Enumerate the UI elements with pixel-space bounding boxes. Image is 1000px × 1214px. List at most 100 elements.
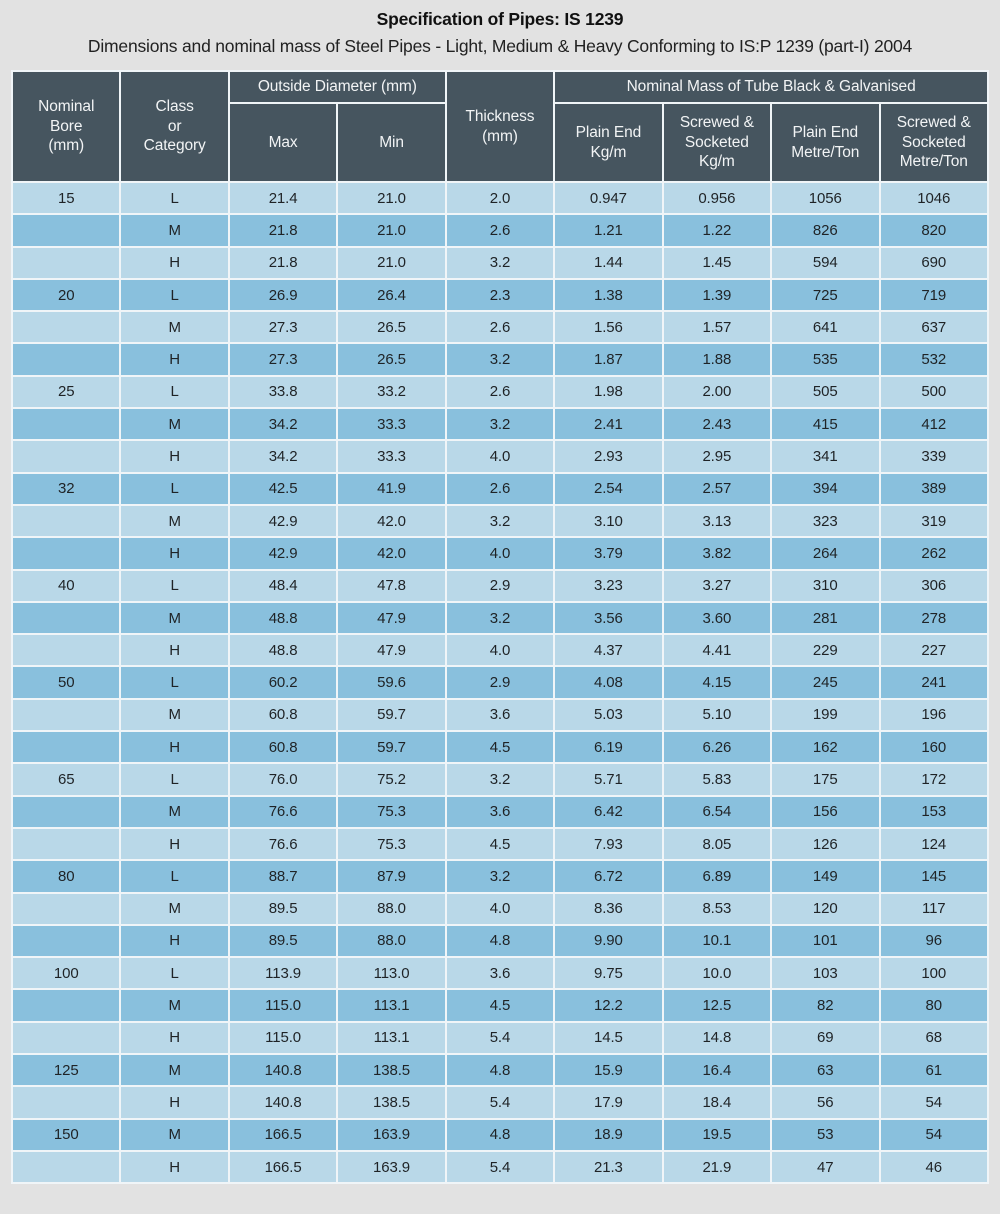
cell-screwed-socketed-kg-m: 10.1 [661,923,773,959]
cell-screwed-socketed-kg-m: 5.83 [661,762,773,797]
cell-plain-end-kg-m: 4.08 [553,665,664,700]
cell-screwed-socketed-metre-ton: 153 [878,794,989,829]
cell-plain-end-kg-m: 15.9 [553,1053,664,1088]
cell-screwed-socketed-metre-ton: 54 [878,1117,989,1152]
cell-screwed-socketed-kg-m: 8.05 [661,826,773,862]
cell-nominal-bore [10,730,122,765]
cell-plain-end-metre-ton: 69 [770,1020,881,1056]
table-row: M 27.3 26.5 2.6 1.56 1.57 641 637 [10,310,989,345]
table-row: 150 M 166.5 163.9 4.8 18.9 19.5 53 54 [10,1117,989,1152]
cell-screwed-socketed-metre-ton: 196 [878,697,989,733]
header-sub-row: Max Min Plain End Kg/m Screwed & Sockete… [12,102,989,183]
cell-od-max: 88.7 [227,859,339,894]
cell-screwed-socketed-kg-m: 6.54 [661,794,773,829]
cell-screwed-socketed-kg-m: 6.89 [661,859,773,894]
cell-od-max: 48.8 [227,600,339,636]
cell-class: M [119,600,230,636]
cell-od-min: 59.7 [336,730,447,765]
cell-thickness: 4.0 [444,536,556,571]
cell-screwed-socketed-kg-m: 3.60 [661,600,773,636]
cell-thickness: 3.2 [444,503,556,539]
table-row: 65 L 76.0 75.2 3.2 5.71 5.83 175 172 [10,762,989,797]
cell-thickness: 4.8 [444,923,556,959]
cell-od-min: 59.7 [336,697,447,733]
cell-plain-end-kg-m: 8.36 [553,891,664,926]
cell-nominal-bore [10,600,122,636]
table-row: 15 L 21.4 21.0 2.0 0.947 0.956 1056 1046 [10,180,989,216]
cell-class: M [119,794,230,829]
cell-nominal-bore [10,213,122,248]
cell-screwed-socketed-metre-ton: 389 [878,471,989,506]
cell-plain-end-kg-m: 1.21 [553,213,664,248]
cell-plain-end-metre-ton: 47 [770,1149,881,1185]
cell-screwed-socketed-metre-ton: 46 [878,1149,989,1185]
cell-od-min: 163.9 [336,1117,447,1152]
cell-plain-end-metre-ton: 229 [770,633,881,668]
cell-screwed-socketed-metre-ton: 241 [878,665,989,700]
cell-thickness: 4.5 [444,988,556,1023]
cell-class: H [119,1020,230,1056]
cell-screwed-socketed-metre-ton: 100 [878,956,989,991]
cell-screwed-socketed-kg-m: 2.95 [661,439,773,474]
cell-od-min: 75.3 [336,826,447,862]
table-row: 125 M 140.8 138.5 4.8 15.9 16.4 63 61 [10,1053,989,1088]
cell-thickness: 3.2 [444,407,556,442]
cell-screwed-socketed-kg-m: 3.13 [661,503,773,539]
cell-screwed-socketed-kg-m: 12.5 [661,988,773,1023]
cell-od-min: 33.2 [336,374,447,410]
cell-screwed-socketed-kg-m: 1.22 [661,213,773,248]
cell-screwed-socketed-metre-ton: 80 [878,988,989,1023]
cell-screwed-socketed-metre-ton: 145 [878,859,989,894]
col-header-class-category: Class or Category [119,70,230,183]
cell-screwed-socketed-kg-m: 2.57 [661,471,773,506]
cell-screwed-socketed-kg-m: 1.57 [661,310,773,345]
cell-class: L [119,665,230,700]
cell-plain-end-metre-ton: 126 [770,826,881,862]
cell-nominal-bore: 15 [10,180,122,216]
cell-od-max: 115.0 [227,988,339,1023]
cell-nominal-bore [10,697,122,733]
cell-od-min: 41.9 [336,471,447,506]
cell-plain-end-metre-ton: 175 [770,762,881,797]
cell-plain-end-metre-ton: 1056 [770,180,881,216]
cell-thickness: 2.9 [444,665,556,700]
cell-class: H [119,536,230,571]
cell-od-min: 21.0 [336,245,447,280]
cell-thickness: 3.2 [444,600,556,636]
table-row: 32 L 42.5 41.9 2.6 2.54 2.57 394 389 [10,471,989,506]
cell-plain-end-metre-ton: 341 [770,439,881,474]
cell-nominal-bore [10,536,122,571]
cell-nominal-bore [10,503,122,539]
table-row: M 76.6 75.3 3.6 6.42 6.54 156 153 [10,794,989,829]
cell-screwed-socketed-kg-m: 1.88 [661,342,773,377]
cell-thickness: 4.0 [444,633,556,668]
cell-screwed-socketed-metre-ton: 172 [878,762,989,797]
cell-nominal-bore [10,923,122,959]
cell-plain-end-metre-ton: 641 [770,310,881,345]
cell-plain-end-metre-ton: 53 [770,1117,881,1152]
cell-od-max: 60.2 [227,665,339,700]
cell-od-max: 21.8 [227,245,339,280]
cell-od-min: 26.5 [336,342,447,377]
cell-screwed-socketed-kg-m: 18.4 [661,1085,773,1120]
cell-nominal-bore [10,407,122,442]
cell-screwed-socketed-kg-m: 8.53 [661,891,773,926]
cell-screwed-socketed-metre-ton: 637 [878,310,989,345]
cell-od-min: 33.3 [336,407,447,442]
cell-class: H [119,342,230,377]
cell-od-max: 42.9 [227,536,339,571]
cell-nominal-bore [10,439,122,474]
cell-screwed-socketed-kg-m: 4.15 [661,665,773,700]
cell-od-min: 87.9 [336,859,447,894]
cell-plain-end-kg-m: 3.56 [553,600,664,636]
cell-nominal-bore [10,633,122,668]
cell-thickness: 3.6 [444,956,556,991]
cell-thickness: 4.5 [444,826,556,862]
page-subtitle: Dimensions and nominal mass of Steel Pip… [87,36,913,56]
cell-screwed-socketed-kg-m: 16.4 [661,1053,773,1088]
cell-class: H [119,245,230,280]
cell-screwed-socketed-metre-ton: 306 [878,568,989,603]
cell-class: L [119,568,230,603]
cell-plain-end-kg-m: 1.56 [553,310,664,345]
cell-thickness: 3.2 [444,859,556,894]
